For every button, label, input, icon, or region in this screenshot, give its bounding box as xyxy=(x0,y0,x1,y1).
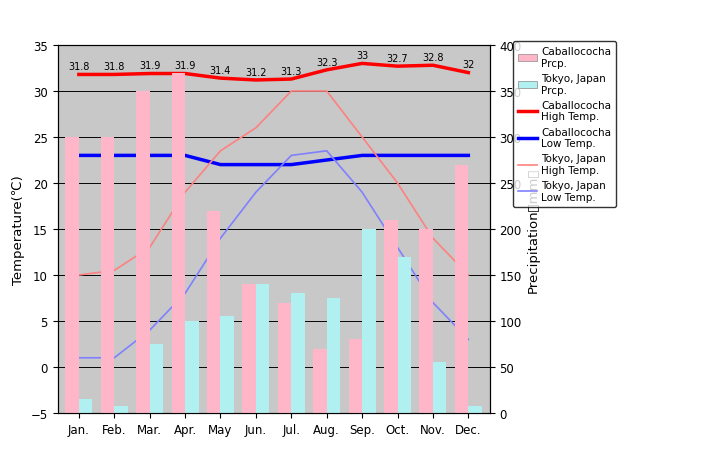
Text: 31.8: 31.8 xyxy=(68,62,89,72)
Text: 31.9: 31.9 xyxy=(139,61,161,71)
Bar xyxy=(348,340,362,413)
Text: 31.4: 31.4 xyxy=(210,66,231,76)
Bar xyxy=(362,230,376,413)
Bar xyxy=(136,92,150,413)
Bar xyxy=(292,294,305,413)
Bar xyxy=(207,211,220,413)
Bar xyxy=(433,363,446,413)
Text: 32.8: 32.8 xyxy=(422,53,444,63)
Bar xyxy=(278,303,292,413)
Bar xyxy=(455,165,468,413)
Bar xyxy=(420,230,433,413)
Y-axis label: Precipitation（mm）: Precipitation（mm） xyxy=(527,167,540,292)
Text: 32.3: 32.3 xyxy=(316,57,338,67)
Bar xyxy=(150,344,163,413)
Text: 33: 33 xyxy=(356,51,368,61)
Bar xyxy=(101,138,114,413)
Bar xyxy=(327,298,340,413)
Bar xyxy=(256,285,269,413)
Bar xyxy=(243,285,256,413)
Bar xyxy=(384,220,397,413)
Text: 31.9: 31.9 xyxy=(174,61,196,71)
Text: 31.3: 31.3 xyxy=(281,67,302,77)
Bar xyxy=(313,349,327,413)
Bar xyxy=(171,73,185,413)
Bar xyxy=(220,317,234,413)
Y-axis label: Temperature(℃): Temperature(℃) xyxy=(12,175,25,284)
Text: 32.7: 32.7 xyxy=(387,54,408,64)
Bar xyxy=(468,406,482,413)
Bar xyxy=(114,406,127,413)
Bar xyxy=(185,321,199,413)
Bar xyxy=(397,257,411,413)
Text: 31.8: 31.8 xyxy=(104,62,125,72)
Legend: Caballococha
Prcp., Tokyo, Japan
Prcp., Caballococha
High Temp., Caballococha
Lo: Caballococha Prcp., Tokyo, Japan Prcp., … xyxy=(513,42,616,207)
Text: 31.2: 31.2 xyxy=(245,67,266,78)
Bar xyxy=(79,399,92,413)
Text: 32: 32 xyxy=(462,60,474,70)
Bar xyxy=(66,138,79,413)
